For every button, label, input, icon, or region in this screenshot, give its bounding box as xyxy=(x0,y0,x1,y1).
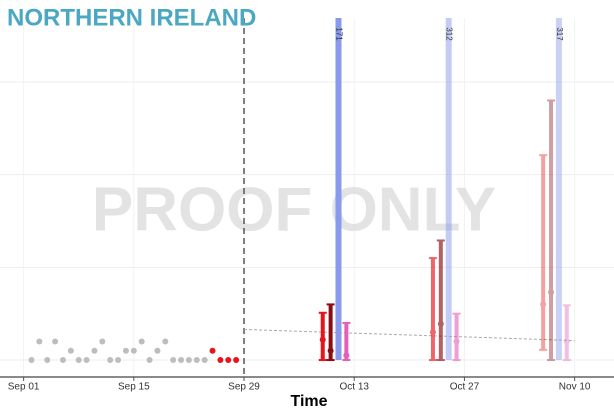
observed-point xyxy=(201,357,208,364)
interval-bar xyxy=(344,322,349,361)
interval xyxy=(445,18,452,361)
observed-point xyxy=(146,357,153,364)
interval-median xyxy=(563,338,570,345)
interval xyxy=(318,311,327,362)
interval-bar xyxy=(430,258,435,361)
chart-title: NORTHERN IRELAND xyxy=(7,4,256,31)
interval-label: 312 xyxy=(445,27,454,41)
interval xyxy=(342,321,351,362)
interval xyxy=(539,154,548,351)
x-tick-label: Nov 10 xyxy=(559,382,591,393)
x-tick-label: Oct 13 xyxy=(339,382,369,393)
x-tick-label: Oct 27 xyxy=(450,382,480,393)
trend-line xyxy=(244,328,575,342)
observed-point xyxy=(162,338,169,345)
interval-median xyxy=(319,336,326,343)
observed-point xyxy=(28,357,35,364)
interval xyxy=(335,18,342,361)
observed-point xyxy=(193,357,200,364)
watermark: PROOF ONLY xyxy=(92,175,496,244)
interval-bar xyxy=(549,100,554,361)
interval xyxy=(428,257,437,362)
x-tick-label: Sep 01 xyxy=(8,382,40,393)
interval-bar xyxy=(564,305,569,361)
observed-point xyxy=(154,347,161,354)
interval xyxy=(562,304,571,362)
interval xyxy=(326,303,335,362)
observed-point xyxy=(115,357,122,364)
observed-point xyxy=(225,357,232,364)
observed-point xyxy=(130,347,137,354)
observed-point xyxy=(178,357,185,364)
interval-bar xyxy=(541,155,546,350)
observed-point xyxy=(217,357,224,364)
interval-bar xyxy=(438,240,443,361)
interval-bar xyxy=(454,313,459,361)
observed-point xyxy=(209,347,216,354)
x-axis-label: Time xyxy=(290,393,327,410)
observed-point xyxy=(138,338,145,345)
observed-point xyxy=(67,347,74,354)
interval xyxy=(555,18,562,361)
interval-label: 317 xyxy=(555,27,564,41)
observed-point xyxy=(185,357,192,364)
interval-median xyxy=(429,329,436,336)
interval-median xyxy=(327,347,334,354)
observed-point xyxy=(99,338,106,345)
x-tick-label: Sep 29 xyxy=(228,382,260,393)
interval-label: 171 xyxy=(334,27,343,41)
observed-point xyxy=(75,357,82,364)
interval xyxy=(547,99,556,362)
observed-point xyxy=(44,357,51,364)
x-tick-label: Sep 15 xyxy=(118,382,150,393)
observed-point xyxy=(59,357,66,364)
observed-point xyxy=(83,357,90,364)
observed-point xyxy=(107,357,114,364)
observed-point xyxy=(233,357,240,364)
observed-point xyxy=(170,357,177,364)
interval-median xyxy=(343,352,350,359)
interval-median xyxy=(548,289,555,296)
interval-bar xyxy=(445,18,452,361)
interval xyxy=(452,312,461,362)
observed-point xyxy=(36,338,43,345)
interval-bar xyxy=(555,18,562,361)
observed-point xyxy=(122,347,129,354)
observed-point xyxy=(91,347,98,354)
interval-bar xyxy=(320,312,325,361)
interval xyxy=(436,239,445,362)
interval-bar xyxy=(328,304,333,361)
interval-median xyxy=(540,301,547,308)
interval-median xyxy=(453,338,460,345)
observed-point xyxy=(52,338,59,345)
interval-median xyxy=(437,320,444,327)
interval-bar xyxy=(335,18,342,361)
